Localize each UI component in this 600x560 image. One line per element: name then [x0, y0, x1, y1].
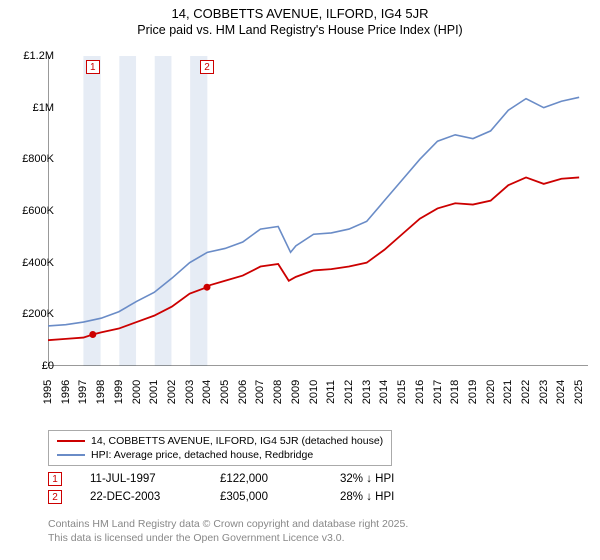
x-tick-label: 2022: [520, 380, 532, 404]
x-tick-label: 2023: [538, 380, 550, 404]
y-tick-label: £1M: [33, 102, 54, 114]
y-tick-label: £800K: [22, 153, 54, 165]
y-tick-label: £200K: [22, 308, 54, 320]
x-tick-label: 2014: [378, 380, 390, 404]
x-tick-label: 2025: [573, 380, 585, 404]
legend: 14, COBBETTS AVENUE, ILFORD, IG4 5JR (de…: [48, 430, 392, 466]
x-tick-label: 2000: [131, 380, 143, 404]
x-tick-label: 2019: [467, 380, 479, 404]
x-tick-label: 2006: [237, 380, 249, 404]
legend-label: HPI: Average price, detached house, Redb…: [91, 449, 313, 461]
sale-marker: 1: [48, 472, 62, 486]
x-tick-label: 2004: [201, 380, 213, 404]
chart-marker: 2: [200, 60, 214, 74]
container: 14, COBBETTS AVENUE, ILFORD, IG4 5JR Pri…: [0, 0, 600, 560]
legend-row: HPI: Average price, detached house, Redb…: [57, 448, 383, 462]
x-tick-label: 2003: [184, 380, 196, 404]
x-tick-label: 1997: [77, 380, 89, 404]
footer: Contains HM Land Registry data © Crown c…: [48, 518, 408, 545]
legend-swatch: [57, 440, 85, 442]
x-tick-label: 2013: [361, 380, 373, 404]
x-tick-label: 2015: [396, 380, 408, 404]
x-tick-label: 2011: [325, 380, 337, 404]
sale-row: 2 22-DEC-2003£305,00028% ↓ HPI: [48, 488, 460, 506]
sale-date: 11-JUL-1997: [90, 473, 220, 485]
y-tick-label: £0: [42, 360, 54, 372]
x-tick-label: 1995: [42, 380, 54, 404]
x-tick-label: 2024: [555, 380, 567, 404]
y-tick-label: £1.2M: [23, 50, 54, 62]
x-tick-label: 1996: [60, 380, 72, 404]
legend-swatch: [57, 454, 85, 456]
sale-pct: 28% ↓ HPI: [340, 491, 460, 503]
x-tick-label: 2018: [449, 380, 461, 404]
sales-table: 1 11-JUL-1997£122,00032% ↓ HPI 2 22-DEC-200…: [48, 470, 460, 506]
legend-label: 14, COBBETTS AVENUE, ILFORD, IG4 5JR (de…: [91, 435, 383, 447]
footer-line1: Contains HM Land Registry data © Crown c…: [48, 518, 408, 532]
legend-row: 14, COBBETTS AVENUE, ILFORD, IG4 5JR (de…: [57, 434, 383, 448]
line-chart: [48, 56, 588, 366]
page-title: 14, COBBETTS AVENUE, ILFORD, IG4 5JR: [0, 0, 600, 21]
x-tick-label: 2005: [219, 380, 231, 404]
sale-price: £305,000: [220, 491, 340, 503]
x-tick-label: 2001: [148, 380, 160, 404]
chart-area: [48, 56, 588, 366]
y-tick-label: £600K: [22, 205, 54, 217]
x-tick-label: 2010: [308, 380, 320, 404]
footer-line2: This data is licensed under the Open Gov…: [48, 532, 408, 546]
x-tick-label: 1998: [95, 380, 107, 404]
sale-date: 22-DEC-2003: [90, 491, 220, 503]
x-tick-label: 2007: [254, 380, 266, 404]
sale-row: 1 11-JUL-1997£122,00032% ↓ HPI: [48, 470, 460, 488]
x-tick-label: 2008: [272, 380, 284, 404]
x-tick-label: 1999: [113, 380, 125, 404]
page-subtitle: Price paid vs. HM Land Registry's House …: [0, 21, 600, 37]
sale-marker: 2: [48, 490, 62, 504]
x-tick-label: 2009: [290, 380, 302, 404]
x-tick-label: 2016: [414, 380, 426, 404]
y-tick-label: £400K: [22, 257, 54, 269]
x-tick-label: 2017: [432, 380, 444, 404]
x-tick-label: 2012: [343, 380, 355, 404]
x-tick-label: 2021: [502, 380, 514, 404]
x-tick-label: 2020: [485, 380, 497, 404]
x-tick-label: 2002: [166, 380, 178, 404]
chart-marker: 1: [86, 60, 100, 74]
sale-price: £122,000: [220, 473, 340, 485]
sale-pct: 32% ↓ HPI: [340, 473, 460, 485]
